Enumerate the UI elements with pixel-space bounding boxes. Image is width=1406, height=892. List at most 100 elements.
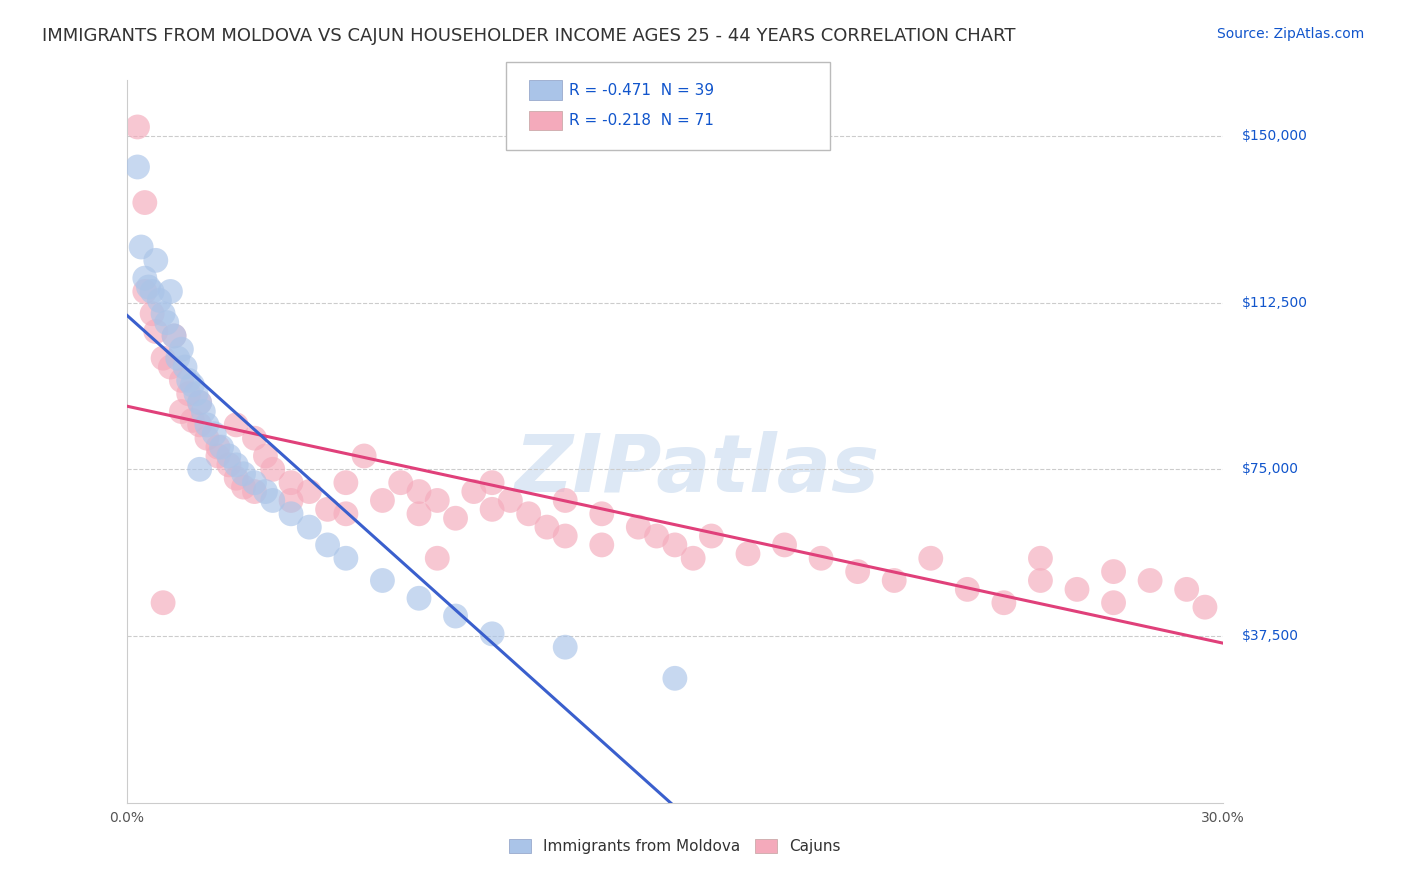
Point bbox=[737, 547, 759, 561]
Point bbox=[591, 538, 613, 552]
Point bbox=[148, 293, 170, 308]
Point bbox=[141, 307, 163, 321]
Point bbox=[254, 449, 277, 463]
Point bbox=[591, 507, 613, 521]
Text: ZIPatlas: ZIPatlas bbox=[515, 432, 879, 509]
Point bbox=[170, 373, 193, 387]
Point bbox=[134, 271, 156, 285]
Point bbox=[1066, 582, 1088, 597]
Point bbox=[298, 520, 321, 534]
Point bbox=[389, 475, 412, 490]
Point bbox=[682, 551, 704, 566]
Point bbox=[138, 280, 160, 294]
Point bbox=[163, 329, 186, 343]
Point bbox=[177, 386, 200, 401]
Point bbox=[298, 484, 321, 499]
Point bbox=[193, 404, 215, 418]
Point bbox=[243, 431, 266, 445]
Point bbox=[159, 360, 181, 375]
Point bbox=[207, 449, 229, 463]
Point bbox=[1102, 596, 1125, 610]
Point bbox=[254, 484, 277, 499]
Point bbox=[141, 285, 163, 299]
Point bbox=[426, 493, 449, 508]
Point bbox=[152, 596, 174, 610]
Point bbox=[218, 458, 240, 472]
Legend: Immigrants from Moldova, Cajuns: Immigrants from Moldova, Cajuns bbox=[503, 832, 846, 860]
Point bbox=[225, 458, 247, 472]
Text: $112,500: $112,500 bbox=[1241, 295, 1308, 310]
Point bbox=[127, 120, 149, 134]
Point bbox=[700, 529, 723, 543]
Point bbox=[517, 507, 540, 521]
Point bbox=[408, 507, 430, 521]
Point bbox=[170, 404, 193, 418]
Point bbox=[134, 285, 156, 299]
Point bbox=[184, 386, 207, 401]
Point bbox=[1139, 574, 1161, 588]
Point bbox=[371, 493, 394, 508]
Point bbox=[920, 551, 942, 566]
Point bbox=[1029, 551, 1052, 566]
Point bbox=[444, 511, 467, 525]
Point bbox=[218, 449, 240, 463]
Point bbox=[1102, 565, 1125, 579]
Point bbox=[134, 195, 156, 210]
Point bbox=[408, 591, 430, 606]
Point bbox=[225, 471, 247, 485]
Point bbox=[188, 417, 211, 432]
Point bbox=[773, 538, 796, 552]
Point bbox=[426, 551, 449, 566]
Point bbox=[316, 538, 339, 552]
Point bbox=[174, 360, 197, 375]
Point bbox=[335, 551, 357, 566]
Point bbox=[444, 609, 467, 624]
Point bbox=[1175, 582, 1198, 597]
Text: R = -0.218  N = 71: R = -0.218 N = 71 bbox=[569, 113, 714, 128]
Point bbox=[371, 574, 394, 588]
Point bbox=[956, 582, 979, 597]
Text: $75,000: $75,000 bbox=[1241, 462, 1299, 476]
Text: IMMIGRANTS FROM MOLDOVA VS CAJUN HOUSEHOLDER INCOME AGES 25 - 44 YEARS CORRELATI: IMMIGRANTS FROM MOLDOVA VS CAJUN HOUSEHO… bbox=[42, 27, 1015, 45]
Point bbox=[554, 640, 576, 655]
Point bbox=[499, 493, 522, 508]
Point bbox=[280, 507, 302, 521]
Point bbox=[536, 520, 558, 534]
Point bbox=[163, 329, 186, 343]
Point bbox=[664, 671, 686, 685]
Point bbox=[188, 462, 211, 476]
Point bbox=[408, 484, 430, 499]
Point bbox=[554, 529, 576, 543]
Point bbox=[993, 596, 1015, 610]
Point bbox=[846, 565, 869, 579]
Point bbox=[627, 520, 650, 534]
Point bbox=[177, 373, 200, 387]
Point bbox=[127, 160, 149, 174]
Point bbox=[188, 395, 211, 409]
Point bbox=[481, 502, 503, 516]
Point bbox=[232, 480, 254, 494]
Point bbox=[152, 351, 174, 366]
Point bbox=[181, 377, 204, 392]
Point bbox=[883, 574, 905, 588]
Point bbox=[481, 475, 503, 490]
Point bbox=[664, 538, 686, 552]
Point bbox=[335, 507, 357, 521]
Point bbox=[232, 467, 254, 481]
Text: Source: ZipAtlas.com: Source: ZipAtlas.com bbox=[1216, 27, 1364, 41]
Point bbox=[335, 475, 357, 490]
Point bbox=[280, 493, 302, 508]
Text: R = -0.471  N = 39: R = -0.471 N = 39 bbox=[569, 83, 714, 97]
Point bbox=[243, 484, 266, 499]
Point bbox=[225, 417, 247, 432]
Point bbox=[211, 440, 233, 454]
Point bbox=[145, 253, 167, 268]
Point bbox=[262, 462, 284, 476]
Text: $37,500: $37,500 bbox=[1241, 629, 1299, 643]
Point bbox=[156, 316, 179, 330]
Point bbox=[554, 493, 576, 508]
Point bbox=[181, 413, 204, 427]
Point bbox=[145, 325, 167, 339]
Point bbox=[152, 307, 174, 321]
Point bbox=[243, 475, 266, 490]
